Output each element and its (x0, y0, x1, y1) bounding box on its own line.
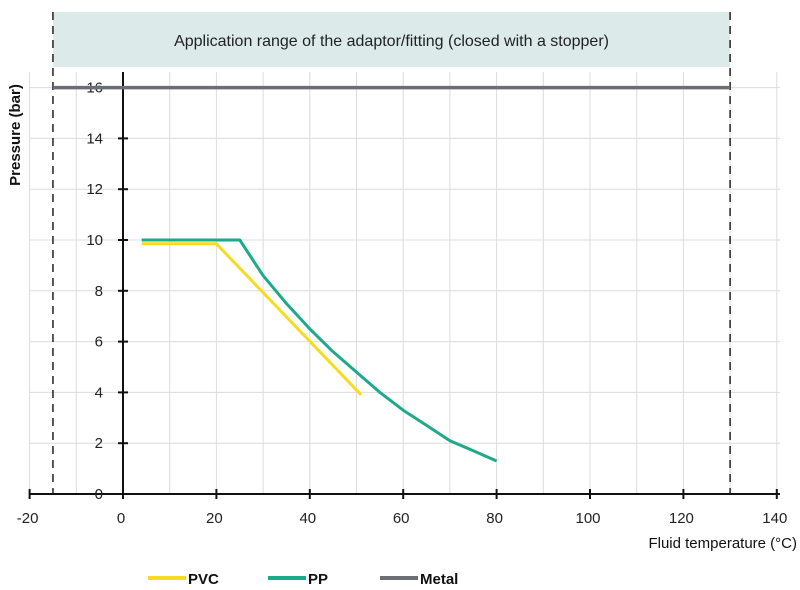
y-tick-label: 6 (95, 334, 103, 351)
y-tick-label: 8 (95, 283, 103, 300)
legend: PVC PP Metal (148, 571, 458, 588)
legend-label-metal: Metal (420, 571, 458, 588)
x-tick-label: 100 (575, 510, 600, 527)
y-tick-label: 10 (86, 232, 103, 249)
series-layer (53, 85, 731, 463)
x-tick-label: 0 (117, 510, 125, 527)
legend-label-pp: PP (308, 571, 328, 588)
y-gridlines (30, 87, 780, 444)
x-axis-title: Fluid temperature (°C) (648, 535, 797, 552)
x-axis-ticks: -20 0 20 40 60 80 100 120 140 (17, 489, 787, 527)
x-tick-label: 120 (669, 510, 694, 527)
application-range-band (52, 12, 731, 67)
y-tick-label: 2 (95, 435, 103, 452)
y-tick-label: 12 (86, 181, 103, 198)
x-gridlines (29, 72, 778, 494)
y-tick-label: 0 (95, 486, 103, 503)
x-tick-label: 60 (393, 510, 410, 527)
y-tick-label: 14 (86, 130, 103, 147)
chart-title: Application range of the adaptor/fitting… (174, 33, 609, 50)
y-tick-label: 4 (95, 384, 103, 401)
x-tick-label: 20 (206, 510, 223, 527)
y-axis-title: Pressure (bar) (7, 84, 24, 186)
legend-label-pvc: PVC (188, 571, 219, 588)
series-line-pvc (141, 242, 363, 396)
x-tick-label: 140 (762, 510, 787, 527)
x-tick-label: -20 (17, 510, 39, 527)
series-line-pp (141, 238, 498, 463)
x-tick-label: 40 (299, 510, 316, 527)
x-tick-label: 80 (486, 510, 503, 527)
